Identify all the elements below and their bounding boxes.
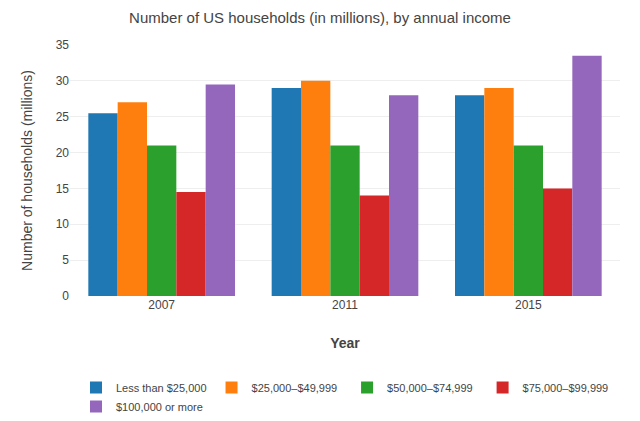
svg-text:$100,000 or more: $100,000 or more (116, 401, 203, 413)
svg-text:35: 35 (56, 38, 70, 52)
svg-text:$25,000–$49,999: $25,000–$49,999 (252, 382, 338, 394)
svg-text:Less than $25,000: Less than $25,000 (116, 382, 207, 394)
svg-text:5: 5 (62, 253, 69, 267)
svg-text:20: 20 (56, 146, 70, 160)
svg-text:10: 10 (56, 217, 70, 231)
svg-text:0: 0 (62, 289, 69, 303)
svg-text:Number of households (millions: Number of households (millions) (19, 70, 35, 271)
svg-text:2007: 2007 (148, 298, 175, 312)
svg-text:15: 15 (56, 182, 70, 196)
svg-text:$50,000–$74,999: $50,000–$74,999 (387, 382, 473, 394)
svg-text:Year: Year (330, 335, 360, 351)
svg-text:2015: 2015 (515, 298, 542, 312)
svg-text:2011: 2011 (332, 298, 358, 312)
svg-text:Number of US households (in mi: Number of US households (in millions), b… (129, 9, 511, 26)
svg-text:25: 25 (56, 110, 70, 124)
svg-text:$75,000–$99,999: $75,000–$99,999 (523, 382, 609, 394)
svg-text:30: 30 (56, 74, 70, 88)
